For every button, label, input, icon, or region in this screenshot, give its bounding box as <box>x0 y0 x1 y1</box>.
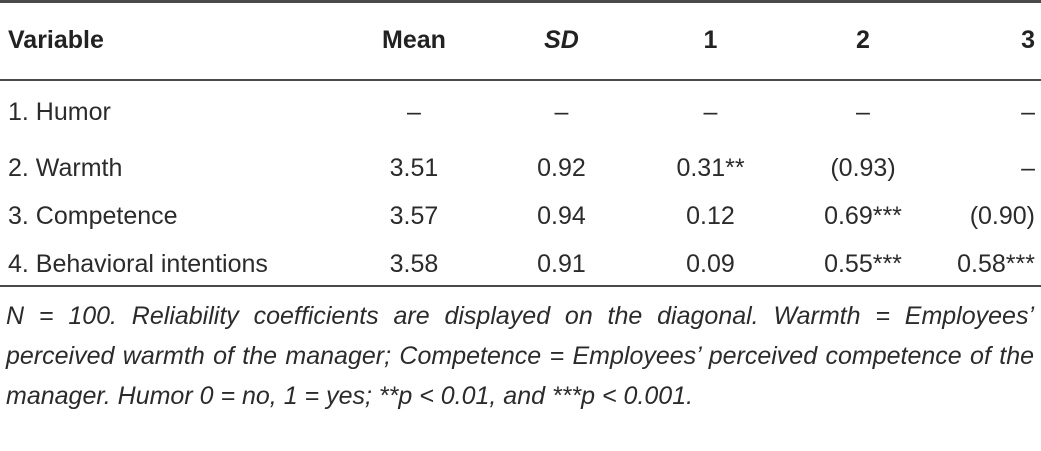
cell-col-2: 0.55*** <box>824 249 902 278</box>
table-row: 3. Competence 3.57 0.94 0.12 0.69*** (0.… <box>0 192 1041 240</box>
cell-variable: 4. Behavioral intentions <box>8 249 268 278</box>
header-col-2: 2 <box>856 25 870 54</box>
cell-variable: 1. Humor <box>8 97 111 126</box>
cell-col-1: 0.31** <box>676 153 745 182</box>
header-variable: Variable <box>8 25 104 54</box>
cell-variable: 2. Warmth <box>8 153 123 182</box>
cell-variable: 3. Competence <box>8 201 178 230</box>
cell-sd: – <box>554 97 569 126</box>
footnote-line: 0 = no, 1 = yes; **p < 0.01, and ***p < … <box>199 382 694 410</box>
data-table: Variable Mean SD 1 2 3 1. Humor – – – – … <box>0 0 1041 288</box>
cell-sd: 0.94 <box>537 201 586 230</box>
header-col-1: 1 <box>703 25 718 54</box>
cell-mean: 3.51 <box>389 153 439 182</box>
header-row: Variable Mean SD 1 2 3 <box>0 0 1041 80</box>
cell-col-2: – <box>856 97 870 126</box>
cell-col-2: 0.69*** <box>824 201 902 230</box>
cell-mean: 3.58 <box>389 249 439 278</box>
cell-col-3: (0.90) <box>969 201 1035 230</box>
cell-col-3: 0.58*** <box>957 249 1035 278</box>
table-footnote: N = 100. Reliability coefficients are di… <box>6 296 1034 416</box>
cell-col-3: – <box>1021 153 1035 182</box>
bottom-rule <box>0 285 1041 287</box>
header-rule <box>0 79 1041 81</box>
table-row: 1. Humor – – – – – <box>0 80 1041 144</box>
cell-sd: 0.91 <box>537 249 586 278</box>
footnote-line: Competence = Employees’ perceived compet… <box>6 342 1035 410</box>
cell-col-1: – <box>703 97 718 126</box>
table-row: 2. Warmth 3.51 0.92 0.31** (0.93) – <box>0 144 1041 192</box>
header-col-3: 3 <box>1021 25 1035 54</box>
cell-mean: 3.57 <box>389 201 439 230</box>
cell-col-2: (0.93) <box>830 153 896 182</box>
top-rule <box>0 0 1041 3</box>
cell-col-1: 0.12 <box>686 201 735 230</box>
footnote-line: Warmth = Employees’ perceived warmth of … <box>6 302 1035 370</box>
table-row: 4. Behavioral intentions 3.58 0.91 0.09 … <box>0 240 1041 288</box>
cell-col-3: – <box>1021 97 1035 126</box>
cell-mean: – <box>407 97 421 126</box>
footnote-line: N = 100. Reliability coefficients are di… <box>6 302 759 330</box>
cell-col-1: 0.09 <box>686 249 735 278</box>
cell-sd: 0.92 <box>537 153 586 182</box>
header-sd: SD <box>544 25 579 54</box>
header-mean: Mean <box>382 25 446 54</box>
